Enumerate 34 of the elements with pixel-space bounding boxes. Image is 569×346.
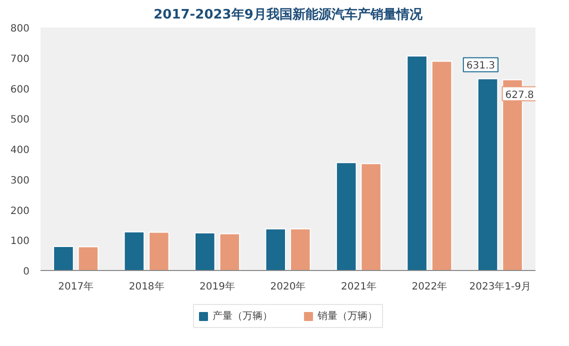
bar bbox=[360, 163, 382, 270]
bar bbox=[194, 232, 216, 270]
y-tick-label: 800 bbox=[10, 24, 30, 34]
bar bbox=[219, 233, 240, 270]
bar bbox=[78, 246, 99, 270]
bar bbox=[406, 56, 428, 270]
y-tick-label: 200 bbox=[10, 206, 30, 217]
y-tick-label: 300 bbox=[10, 175, 30, 186]
y-tick-label: 700 bbox=[10, 54, 30, 65]
x-tick-label: 2023年1-9月 bbox=[469, 280, 532, 292]
y-tick-label: 500 bbox=[10, 114, 30, 126]
x-tick-label: 2022年 bbox=[412, 280, 448, 292]
y-tick-label: 100 bbox=[10, 236, 30, 248]
bar bbox=[148, 232, 170, 270]
data-label: 631.3 bbox=[466, 60, 496, 72]
bar bbox=[477, 78, 498, 270]
x-tick-label: 2021年 bbox=[340, 280, 376, 292]
x-tick-label: 2018年 bbox=[128, 280, 164, 292]
legend-label: 产量（万辆） bbox=[212, 310, 272, 323]
chart-title: 2017-2023年9月我国新能源汽车产销量情况 bbox=[154, 6, 424, 22]
y-tick-label: 400 bbox=[10, 145, 30, 156]
legend-label: 销量（万辆） bbox=[318, 310, 378, 323]
y-tick-label: 0 bbox=[23, 266, 30, 278]
bar bbox=[290, 228, 311, 270]
bar bbox=[336, 162, 357, 270]
y-tick-label: 600 bbox=[10, 84, 30, 96]
x-tick-label: 2017年 bbox=[58, 280, 94, 292]
x-tick-label: 2020年 bbox=[270, 280, 306, 292]
data-label: 627.8 bbox=[505, 90, 534, 101]
x-tick-label: 2019年 bbox=[200, 280, 236, 292]
bar bbox=[124, 231, 145, 270]
bar bbox=[265, 228, 286, 270]
bar bbox=[53, 246, 74, 270]
bar bbox=[431, 60, 452, 270]
